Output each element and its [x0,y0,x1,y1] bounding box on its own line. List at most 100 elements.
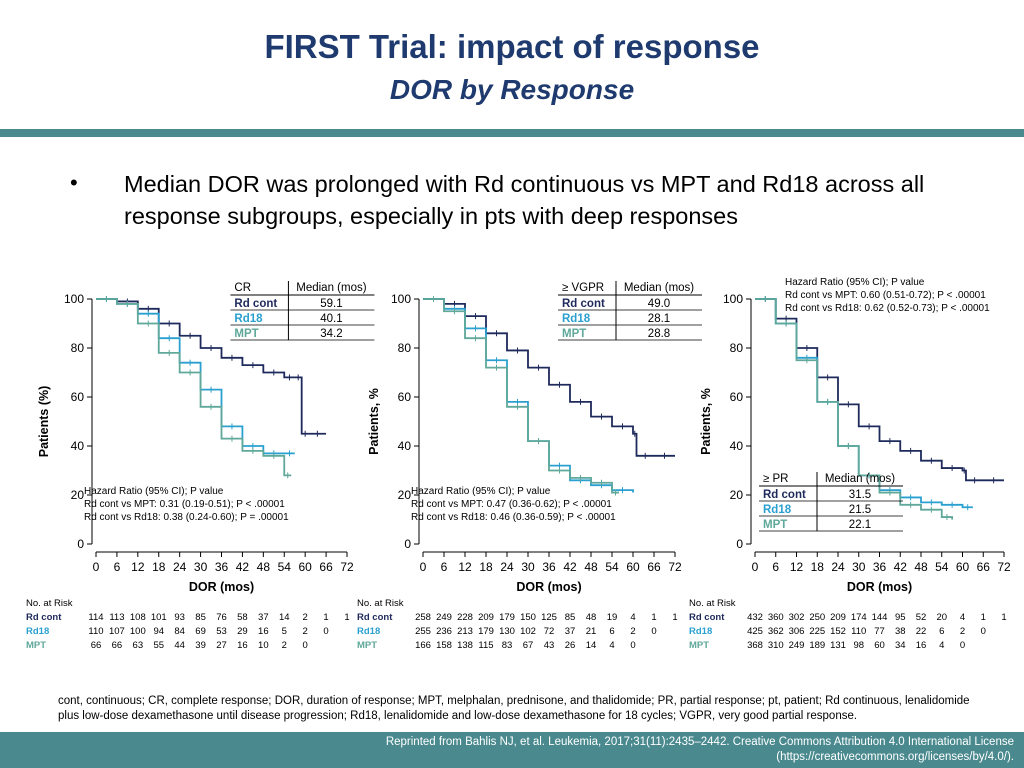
reprint-line-1: Reprinted from Bahlis NJ, et al. Leukemi… [385,736,1014,748]
x-tick-label: 36 [873,560,887,574]
at-risk-count: 58 [237,612,248,623]
at-risk-count: 4 [630,612,635,623]
at-risk-arm-label: Rd cont [26,612,62,623]
at-risk-count: 72 [544,626,555,637]
at-risk-count: 258 [415,612,431,623]
at-risk-count: 158 [436,640,452,651]
at-risk-count: 95 [895,612,906,623]
hazard-ratio-line: Rd cont vs Rd18: 0.62 (0.52-0.73); P < .… [785,303,990,314]
median-table-arm: MPT [562,328,586,340]
at-risk-count: 0 [630,640,635,651]
footnote: cont, continuous; CR, complete response;… [58,695,970,722]
median-table-value: 21.5 [849,504,871,516]
at-risk-count: 38 [895,626,906,637]
at-risk-count: 150 [520,612,536,623]
median-table-header-median: Median (mos) [624,282,694,294]
at-risk-count: 113 [109,612,124,623]
median-table-arm: Rd cont [763,489,806,501]
x-tick-label: 72 [668,560,682,574]
at-risk-count: 255 [415,626,431,637]
at-risk-count: 14 [279,612,290,623]
at-risk-count: 85 [565,612,576,623]
at-risk-count: 21 [586,626,597,637]
reprint-text: Reprinted from Bahlis NJ, et al. Leukemi… [34,735,1014,765]
at-risk-count: 110 [88,626,103,637]
median-table-value: 28.8 [648,328,670,340]
y-tick-label: 60 [71,390,85,404]
at-risk-count: 0 [960,640,965,651]
at-risk-count: 131 [830,640,846,651]
hazard-ratio-line: Hazard Ratio (95% CI); P value [84,486,224,497]
at-risk-count: 16 [258,626,269,637]
hazard-ratio-line: Rd cont vs Rd18: 0.38 (0.24-0.60); P = .… [84,512,289,523]
series-line-rd18 [96,298,295,455]
at-risk-count: 144 [872,612,888,623]
hazard-ratio-line: Rd cont vs Rd18: 0.46 (0.36-0.59); P < .… [411,512,616,523]
at-risk-count: 2 [630,626,635,637]
x-tick-label: 60 [298,560,312,574]
at-risk-count: 16 [916,640,927,651]
at-risk-count: 1 [1001,612,1006,623]
at-risk-count: 37 [565,626,576,637]
median-table-value: 22.1 [849,519,871,531]
x-tick-label: 60 [956,560,970,574]
median-table-header-group: ≥ VGPR [562,282,604,294]
at-risk-count: 432 [747,612,763,623]
y-tick-label: 20 [398,488,412,502]
at-risk-count: 1 [323,612,328,623]
at-risk-count: 0 [981,626,986,637]
y-axis-label: Patients (%) [37,386,51,458]
x-tick-label: 48 [257,560,271,574]
median-table-arm: Rd18 [763,504,792,516]
x-axis-label: DOR (mos) [189,580,254,594]
median-table-value: 31.5 [849,489,871,501]
slide-title: FIRST Trial: impact of response [264,28,760,65]
x-tick-label: 54 [935,560,949,574]
x-tick-label: 30 [852,560,866,574]
at-risk-count: 166 [415,640,431,651]
x-tick-label: 30 [521,560,535,574]
x-tick-label: 72 [340,560,354,574]
median-table-header-group: ≥ PR [763,473,788,485]
at-risk-count: 174 [851,612,867,623]
series-line-rd-cont [755,298,1004,482]
series-line-mpt [96,298,292,477]
at-risk-count: 225 [809,626,825,637]
y-tick-label: 100 [391,292,411,306]
at-risk-count: 22 [916,626,927,637]
at-risk-count: 43 [544,640,555,651]
y-tick-label: 60 [730,390,744,404]
median-table-arm: MPT [234,328,258,340]
median-table-header-median: Median (mos) [825,473,895,485]
at-risk-count: 60 [874,640,885,651]
series-line-rd-cont [423,298,675,457]
at-risk-count: 0 [323,626,328,637]
y-tick-label: 100 [64,292,84,306]
at-risk-count: 213 [457,626,473,637]
x-tick-label: 72 [997,560,1011,574]
at-risk-count: 67 [523,640,534,651]
median-table-arm: Rd18 [562,313,591,325]
at-risk-count: 77 [874,626,885,637]
at-risk-count: 1 [981,612,986,623]
y-tick-label: 40 [730,439,744,453]
at-risk-count: 44 [174,640,185,651]
at-risk-count: 20 [936,612,947,623]
at-risk-count: 63 [133,640,144,651]
at-risk-count: 29 [237,626,248,637]
x-tick-label: 18 [811,560,825,574]
x-tick-label: 48 [914,560,928,574]
at-risk-count: 306 [789,626,805,637]
y-tick-label: 0 [404,537,411,551]
at-risk-count: 66 [91,640,102,651]
x-axis-label: DOR (mos) [847,580,912,594]
x-tick-label: 54 [278,560,292,574]
at-risk-count: 302 [789,612,805,623]
at-risk-count: 93 [174,612,185,623]
y-axis-label: Patients, % [367,388,381,455]
at-risk-count: 250 [809,612,825,623]
x-tick-label: 0 [93,560,100,574]
x-tick-label: 42 [563,560,577,574]
at-risk-count: 138 [457,640,473,651]
